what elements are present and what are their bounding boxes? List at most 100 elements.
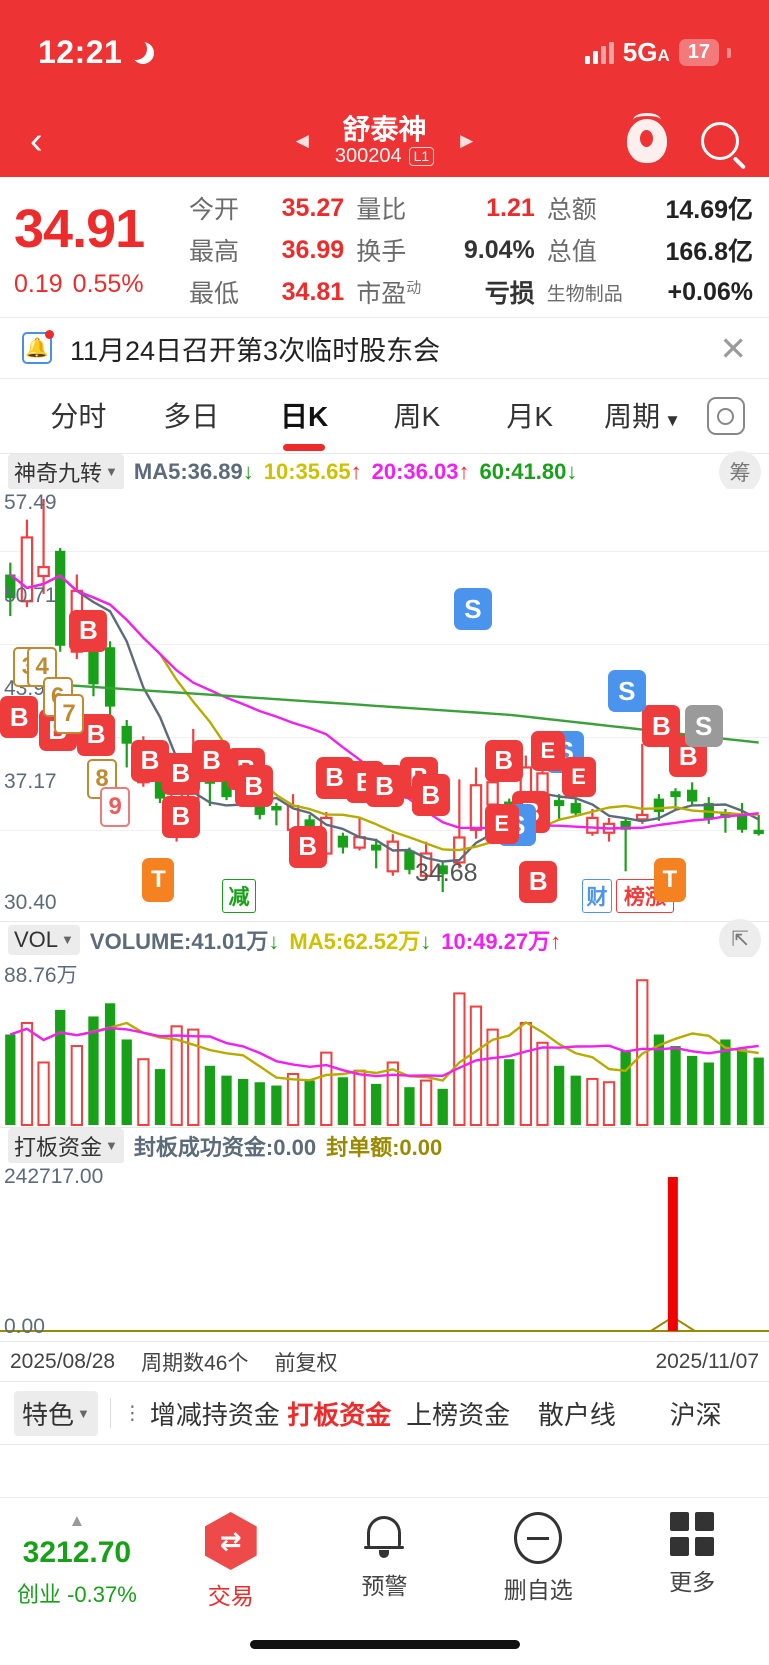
buy-signal-marker: B bbox=[288, 825, 327, 868]
index-widget[interactable]: ▲ 3212.70 创业 -0.37% bbox=[0, 1512, 154, 1609]
stat-label-marketcap: 总值 bbox=[546, 238, 597, 266]
buy-signal-marker: B bbox=[484, 739, 523, 782]
feature-item-zengjianchi[interactable]: 增减持资金 bbox=[149, 1399, 280, 1430]
fund-svg bbox=[0, 1177, 769, 1332]
volume-arrow-icon: ↓ bbox=[268, 928, 280, 954]
volume-indicator-selector[interactable]: VOL ▼ bbox=[8, 924, 80, 955]
badge-reduce[interactable]: 减 bbox=[222, 879, 256, 913]
notice-dot bbox=[45, 330, 54, 339]
feature-item-daban[interactable]: 打板资金 bbox=[287, 1399, 392, 1430]
price-change-pct: 0.55% bbox=[72, 269, 144, 298]
order-amount-readout: 封单额:0.00 bbox=[326, 1134, 443, 1160]
volume-y-top: 88.76万 bbox=[4, 964, 78, 987]
search-icon[interactable] bbox=[701, 122, 739, 160]
sell-signal-marker-gray: S bbox=[684, 705, 723, 747]
volume-chart[interactable]: 88.76万 bbox=[0, 957, 769, 1127]
nav-item-more[interactable]: 更多 bbox=[615, 1512, 769, 1597]
battery-level: 17 bbox=[678, 39, 719, 66]
fund-indicator-selector[interactable]: 打板资金 ▼ bbox=[8, 1127, 124, 1164]
feature-selector[interactable]: 特色 ▼ bbox=[14, 1390, 98, 1436]
nav-label-remove: 删自选 bbox=[503, 1577, 573, 1603]
home-indicator bbox=[249, 1640, 520, 1649]
fund-chart[interactable]: 242717.00 0.00 bbox=[0, 1163, 769, 1341]
buy-signal-marker: B bbox=[192, 739, 231, 782]
tab-fenshi[interactable]: 分时 bbox=[50, 401, 107, 432]
stat-label-open: 今开 bbox=[189, 196, 240, 224]
ma60-readout: 60:41.80↓ bbox=[479, 458, 578, 484]
stat-label-low: 最低 bbox=[189, 280, 240, 308]
chevron-down-icon: ▼ bbox=[77, 1405, 90, 1421]
sell-signal-marker: S bbox=[607, 670, 646, 713]
nav-bar: ‹ ◀ 舒泰神 300204 L1 ▶ bbox=[0, 105, 769, 177]
t-signal-marker: T bbox=[653, 858, 686, 903]
bell-icon bbox=[363, 1512, 405, 1560]
mascot-icon[interactable] bbox=[627, 113, 667, 163]
tab-daily-k[interactable]: 日K bbox=[248, 379, 361, 453]
ma5-readout: MA5:36.89↓ bbox=[133, 458, 254, 484]
date-start: 2025/08/28 bbox=[10, 1349, 116, 1373]
nav-item-alert[interactable]: 预警 bbox=[308, 1512, 462, 1601]
next-stock-button[interactable]: ▶ bbox=[460, 131, 474, 150]
trade-icon: ⇄ bbox=[204, 1512, 257, 1570]
volume-svg bbox=[5, 979, 764, 1127]
volume-ma10-readout: 10:49.27万↑ bbox=[441, 928, 562, 954]
stock-code: 300204 bbox=[334, 145, 402, 168]
chevron-down-icon: ▼ bbox=[105, 464, 118, 479]
tab-duori[interactable]: 多日 bbox=[163, 401, 220, 432]
chips-button[interactable]: 筹 bbox=[719, 450, 761, 493]
feature-item-sanhuxian[interactable]: 散户线 bbox=[537, 1399, 616, 1430]
triangle-up-icon: ▲ bbox=[68, 1511, 86, 1530]
buy-signal-marker: B bbox=[411, 774, 450, 817]
stat-label-high: 最高 bbox=[189, 238, 240, 266]
sector-change: +0.06% bbox=[667, 277, 754, 306]
close-icon[interactable]: ✕ bbox=[719, 329, 747, 367]
nav-item-trade[interactable]: ⇄ 交易 bbox=[154, 1512, 308, 1611]
nav-item-remove-watch[interactable]: 删自选 bbox=[461, 1512, 615, 1605]
ma20-arrow-icon: ↑ bbox=[458, 458, 470, 484]
notice-bar[interactable]: 🔔 11月24日召开第3次临时股东会 ✕ bbox=[0, 317, 769, 379]
chevron-down-icon: ▼ bbox=[664, 411, 681, 430]
nav-label-alert: 预警 bbox=[361, 1573, 408, 1599]
exit-signal-marker: E bbox=[561, 756, 596, 797]
period-count: 周期数46个 bbox=[141, 1351, 249, 1375]
minus-circle-icon bbox=[514, 1512, 563, 1564]
last-price: 34.91 bbox=[14, 199, 145, 260]
exit-signal-marker: E bbox=[484, 804, 519, 845]
stat-value-open: 35.27 bbox=[281, 193, 345, 222]
buy-signal-marker: B bbox=[365, 765, 404, 808]
adjust-mode[interactable]: 前复权 bbox=[274, 1351, 338, 1375]
notice-text[interactable]: 11月24日召开第3次临时股东会 bbox=[70, 335, 441, 366]
period-tab-bar: 分时 多日 日K 周K 月K 周期 ▼ bbox=[0, 379, 769, 453]
stock-code-row: 300204 L1 bbox=[334, 145, 435, 168]
expand-icon[interactable]: ⇱ bbox=[719, 918, 761, 961]
buy-signal-marker: B bbox=[161, 795, 200, 838]
stock-title-block: 舒泰神 300204 L1 bbox=[334, 114, 435, 168]
sort-icon[interactable]: ⋮ bbox=[122, 1402, 142, 1424]
tab-weekly-k[interactable]: 周K bbox=[393, 401, 441, 432]
nav-label-more: 更多 bbox=[669, 1569, 716, 1595]
buy-signal-marker: B bbox=[77, 713, 116, 756]
quote-level-badge: L1 bbox=[408, 147, 435, 167]
fund-y-top: 242717.00 bbox=[4, 1165, 104, 1188]
kline-chart[interactable]: 57.49 50.71 43.94 37.17 30.40 34.68 减 财 … bbox=[0, 489, 769, 921]
sell-signal-marker: S bbox=[453, 588, 492, 631]
feature-item-shangbang[interactable]: 上榜资金 bbox=[406, 1399, 511, 1430]
tab-monthly-k[interactable]: 月K bbox=[506, 401, 554, 432]
badge-finance[interactable]: 财 bbox=[582, 879, 612, 913]
indicator-selector[interactable]: 神奇九转 ▼ bbox=[8, 453, 124, 490]
chart-settings-button[interactable] bbox=[699, 397, 753, 435]
chevron-down-icon: ▼ bbox=[105, 1138, 118, 1153]
signal-icon bbox=[584, 41, 614, 64]
volume-ma10-arrow-icon: ↑ bbox=[550, 928, 562, 954]
nav-actions bbox=[627, 113, 739, 163]
sector-name[interactable]: 生物制品 bbox=[546, 283, 623, 305]
volume-panel-header: VOL ▼ VOLUME:41.01万↓ MA5:62.52万↓ 10:49.27… bbox=[0, 918, 769, 961]
tab-period-more[interactable]: 周期 ▼ bbox=[604, 401, 681, 432]
quote-stats-grid: 今开 35.27 量比 1.21 总额 14.69亿 最高 36.99 换手 9… bbox=[189, 190, 753, 310]
quote-price-block: 34.91 0.19 0.55% bbox=[14, 201, 189, 299]
prev-stock-button[interactable]: ◀ bbox=[295, 131, 309, 150]
buy-signal-marker: B bbox=[0, 696, 39, 739]
back-button[interactable]: ‹ bbox=[30, 120, 43, 162]
feature-item-hushen[interactable]: 沪深 bbox=[669, 1399, 722, 1430]
pe-superscript: 动 bbox=[406, 279, 422, 297]
